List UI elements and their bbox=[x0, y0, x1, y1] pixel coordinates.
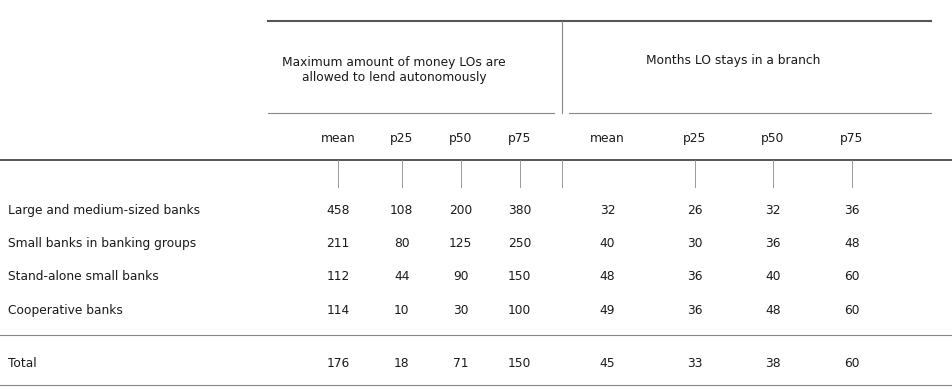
Text: 176: 176 bbox=[327, 357, 349, 370]
Text: p25: p25 bbox=[684, 132, 706, 145]
Text: 48: 48 bbox=[765, 303, 781, 317]
Text: 18: 18 bbox=[394, 357, 409, 370]
Text: 32: 32 bbox=[600, 204, 615, 217]
Text: p75: p75 bbox=[841, 132, 863, 145]
Text: p75: p75 bbox=[508, 132, 531, 145]
Text: 49: 49 bbox=[600, 303, 615, 317]
Text: 112: 112 bbox=[327, 270, 349, 284]
Text: 38: 38 bbox=[765, 357, 781, 370]
Text: 45: 45 bbox=[600, 357, 615, 370]
Text: Small banks in banking groups: Small banks in banking groups bbox=[8, 237, 196, 250]
Text: mean: mean bbox=[590, 132, 625, 145]
Text: 60: 60 bbox=[844, 357, 860, 370]
Text: 114: 114 bbox=[327, 303, 349, 317]
Text: 71: 71 bbox=[453, 357, 468, 370]
Text: 100: 100 bbox=[508, 303, 531, 317]
Text: 200: 200 bbox=[449, 204, 472, 217]
Text: 60: 60 bbox=[844, 270, 860, 284]
Text: 211: 211 bbox=[327, 237, 349, 250]
Text: 380: 380 bbox=[508, 204, 531, 217]
Text: Large and medium-sized banks: Large and medium-sized banks bbox=[8, 204, 200, 217]
Text: 150: 150 bbox=[508, 270, 531, 284]
Text: 30: 30 bbox=[453, 303, 468, 317]
Text: 32: 32 bbox=[765, 204, 781, 217]
Text: 10: 10 bbox=[394, 303, 409, 317]
Text: p50: p50 bbox=[449, 132, 472, 145]
Text: 250: 250 bbox=[508, 237, 531, 250]
Text: mean: mean bbox=[321, 132, 355, 145]
Text: 80: 80 bbox=[394, 237, 409, 250]
Text: 30: 30 bbox=[687, 237, 703, 250]
Text: 108: 108 bbox=[390, 204, 413, 217]
Text: Maximum amount of money LOs are
allowed to lend autonomously: Maximum amount of money LOs are allowed … bbox=[283, 56, 506, 84]
Text: p50: p50 bbox=[762, 132, 784, 145]
Text: 36: 36 bbox=[687, 303, 703, 317]
Text: 90: 90 bbox=[453, 270, 468, 284]
Text: 150: 150 bbox=[508, 357, 531, 370]
Text: p25: p25 bbox=[390, 132, 413, 145]
Text: 44: 44 bbox=[394, 270, 409, 284]
Text: Cooperative banks: Cooperative banks bbox=[8, 303, 123, 317]
Text: Months LO stays in a branch: Months LO stays in a branch bbox=[645, 54, 821, 67]
Text: 48: 48 bbox=[600, 270, 615, 284]
Text: 60: 60 bbox=[844, 303, 860, 317]
Text: 458: 458 bbox=[327, 204, 349, 217]
Text: 36: 36 bbox=[765, 237, 781, 250]
Text: 48: 48 bbox=[844, 237, 860, 250]
Text: 125: 125 bbox=[449, 237, 472, 250]
Text: 36: 36 bbox=[844, 204, 860, 217]
Text: 26: 26 bbox=[687, 204, 703, 217]
Text: Stand-alone small banks: Stand-alone small banks bbox=[8, 270, 158, 284]
Text: 33: 33 bbox=[687, 357, 703, 370]
Text: Total: Total bbox=[8, 357, 36, 370]
Text: 36: 36 bbox=[687, 270, 703, 284]
Text: 40: 40 bbox=[765, 270, 781, 284]
Text: 40: 40 bbox=[600, 237, 615, 250]
